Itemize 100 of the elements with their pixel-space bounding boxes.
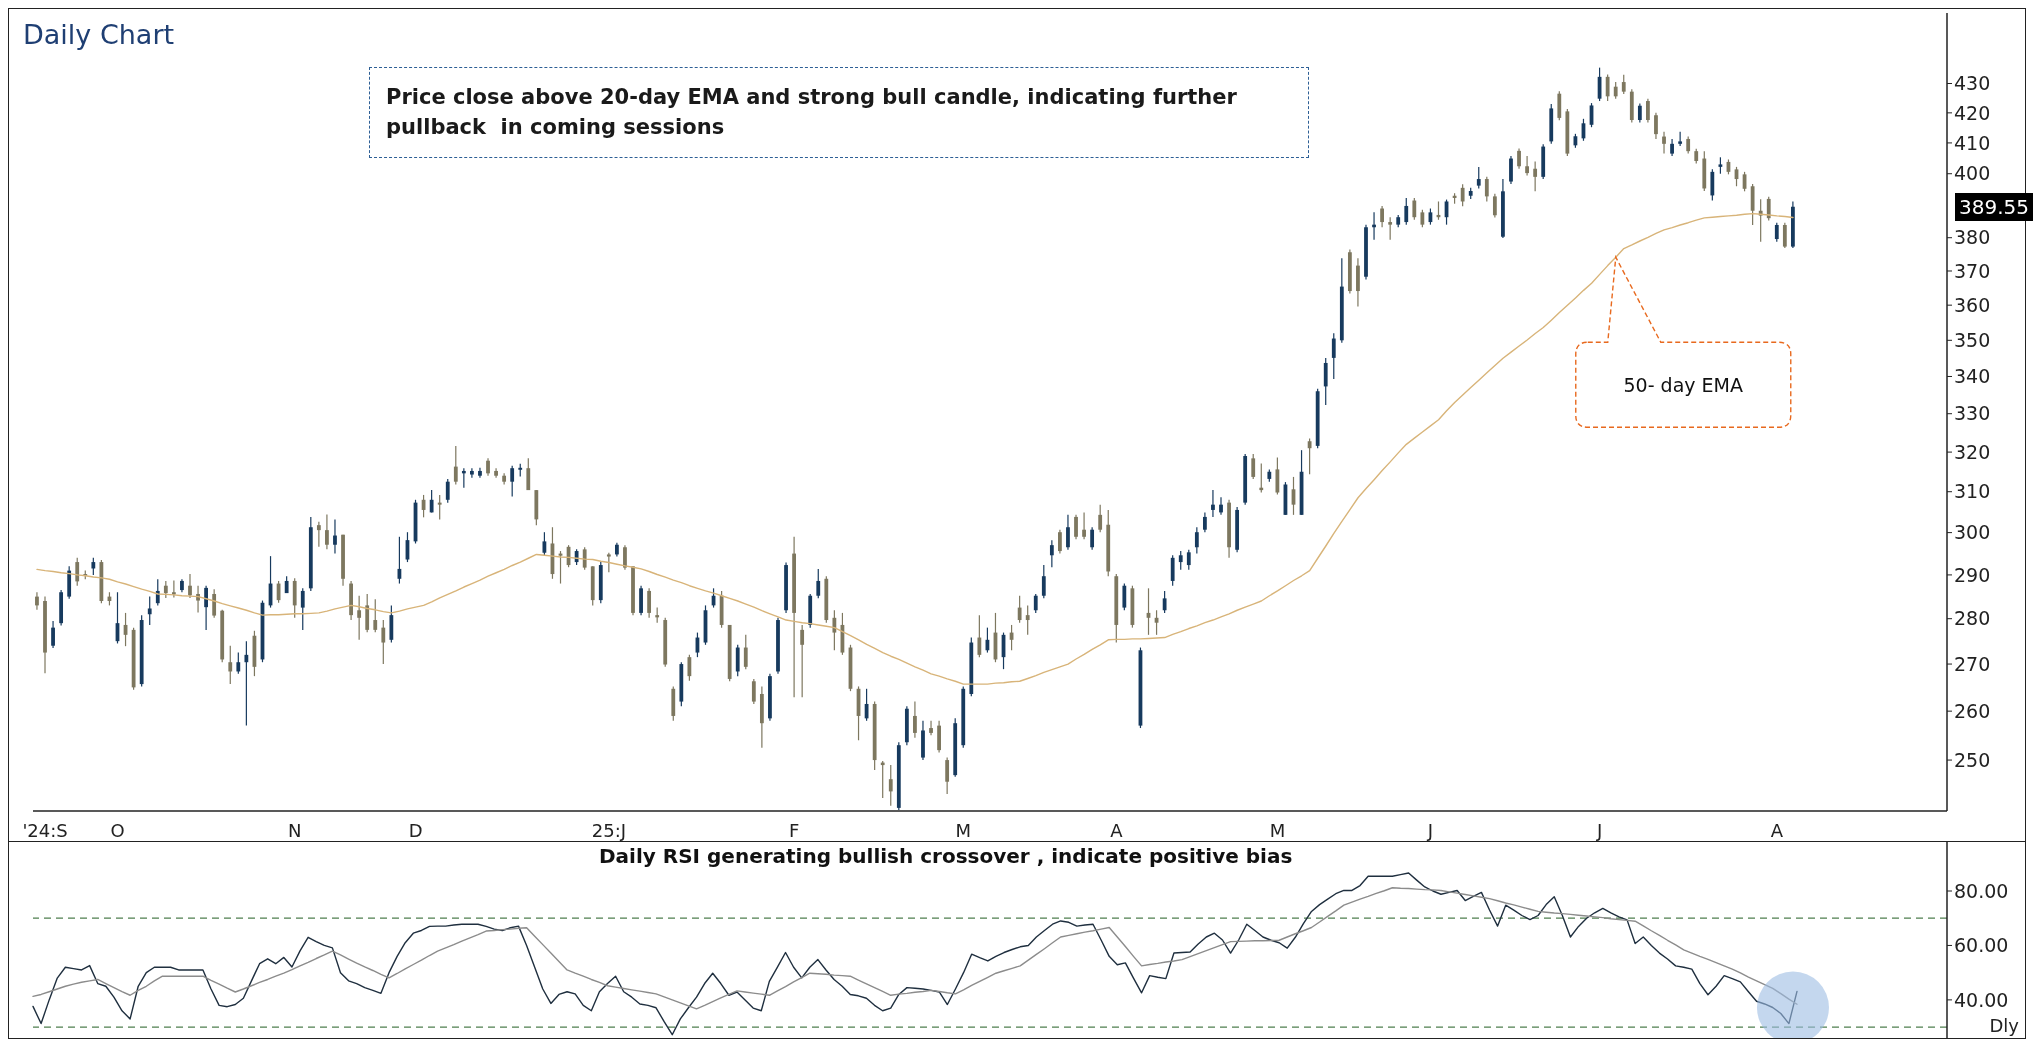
candlestick (1782, 222, 1787, 249)
x-tick-label: F (789, 820, 800, 841)
candlestick (1654, 112, 1658, 140)
text: Dly (1989, 1015, 2019, 1036)
x-tick-label: J (1426, 820, 1434, 841)
candlestick (1251, 453, 1256, 480)
candlestick (325, 513, 329, 550)
candlestick (244, 640, 249, 727)
candlestick (1074, 514, 1078, 540)
candlestick (228, 645, 233, 685)
candlestick (1517, 147, 1521, 170)
candlestick (188, 573, 192, 599)
candlestick (51, 620, 55, 649)
candlestick (1509, 155, 1513, 185)
y-tick-label: 40.00 (1954, 988, 2009, 1011)
y-tick-label: 60.00 (1954, 934, 2009, 957)
candlestick (1219, 496, 1223, 516)
y-tick-label: 400 (1954, 162, 1991, 185)
candlestick (1170, 554, 1175, 587)
candlestick (75, 557, 80, 587)
x-tick-label: 25:J (591, 820, 627, 841)
candlestick (1331, 332, 1336, 380)
x-tick-label: J (1596, 820, 1603, 841)
candlestick (470, 467, 474, 479)
y-tick-label: 350 (1954, 329, 1991, 352)
y-tick-label: 250 (1954, 748, 1991, 771)
candlestick (1066, 514, 1070, 551)
line-series (32, 887, 1798, 1010)
candlestick (1098, 504, 1103, 533)
candlestick (1525, 155, 1529, 177)
candlestick (1033, 593, 1038, 614)
candlestick (510, 465, 515, 498)
candlestick (212, 588, 217, 619)
line-series (36, 212, 1794, 685)
y-tick-label: 340 (1954, 365, 1991, 388)
candlestick (977, 614, 982, 658)
x-tick-label: '24:S (22, 820, 68, 841)
text: 389.55 (1955, 192, 2033, 221)
candlestick (1122, 582, 1127, 611)
x-tick-label: D (408, 820, 423, 841)
candlestick (147, 596, 152, 626)
annotation: 50- day EMA (1622, 372, 1744, 398)
candlestick (1082, 511, 1086, 540)
candlestick (1049, 539, 1054, 568)
candlestick (832, 609, 837, 651)
candlestick (1646, 98, 1650, 123)
x-tick-label: A (1110, 820, 1124, 841)
candlestick (1307, 437, 1312, 475)
candlestick (1186, 549, 1191, 571)
candlestick (1621, 74, 1626, 95)
candlestick (171, 579, 176, 599)
x-tick-label: A (1770, 820, 1784, 841)
line-series (32, 872, 1798, 1036)
candlestick (1203, 511, 1207, 533)
y-tick-label: 330 (1954, 402, 1991, 425)
candlestick (1710, 168, 1715, 202)
candlestick (1460, 183, 1465, 207)
candlestick (751, 678, 756, 705)
candlestick (1774, 222, 1779, 243)
candlestick (913, 700, 917, 739)
candlestick (1380, 205, 1384, 228)
y-tick-label: 430 (1954, 72, 1991, 95)
candlestick (1058, 529, 1062, 555)
candlestick (437, 494, 442, 520)
candlestick (1662, 131, 1666, 155)
candlestick (316, 521, 321, 548)
x-tick-label: N (288, 820, 302, 841)
candlestick (1178, 550, 1183, 571)
candlestick (1041, 564, 1046, 599)
candlestick (929, 720, 933, 736)
candlestick (623, 544, 627, 571)
x-tick-label: O (110, 820, 125, 841)
candlestick (453, 445, 458, 486)
candlestick (1025, 604, 1030, 636)
chart-title: Daily RSI generating bullish crossover , indicate positive bias (599, 844, 1293, 868)
candlestick (1476, 166, 1481, 190)
y-tick-label: 290 (1954, 563, 1991, 586)
candlestick (743, 634, 748, 670)
x-tick-label: M (1269, 820, 1286, 841)
candlestick (300, 587, 305, 631)
candlestick (1090, 526, 1095, 551)
candlestick (1484, 176, 1489, 203)
candlestick (381, 619, 386, 665)
x-tick-label: M (955, 820, 972, 841)
candlestick (647, 587, 652, 619)
candlestick (357, 595, 362, 641)
candlestick (1323, 357, 1328, 406)
candlestick (606, 552, 611, 573)
candlestick (945, 756, 950, 795)
candlestick (1194, 526, 1199, 555)
y-tick-label: 260 (1954, 699, 1991, 722)
candlestick (526, 457, 531, 491)
y-tick-label: 370 (1954, 259, 1991, 282)
candlestick (1637, 102, 1642, 123)
candlestick (1017, 595, 1022, 624)
candlestick (373, 598, 378, 633)
y-tick-label: 270 (1954, 652, 1991, 675)
candlestick (204, 585, 208, 631)
candlestick (888, 764, 893, 807)
candlestick (236, 651, 241, 675)
